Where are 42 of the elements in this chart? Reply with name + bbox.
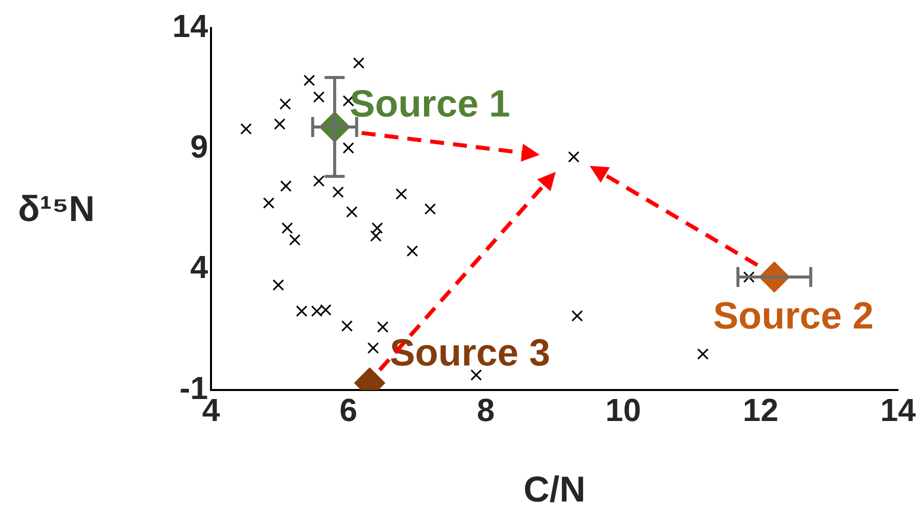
- series-label: Source 1: [350, 83, 510, 126]
- point: [352, 57, 364, 69]
- point: [341, 320, 353, 332]
- x-tick-label: 6: [340, 392, 358, 428]
- x-tick-label: 10: [605, 392, 641, 428]
- x-tick-label: 12: [742, 392, 778, 428]
- y-axis-title: δ¹⁵N: [18, 188, 95, 230]
- point: [282, 222, 294, 234]
- point: [262, 197, 274, 209]
- point: [406, 245, 418, 257]
- point: [272, 279, 284, 291]
- point: [697, 348, 709, 360]
- point: [280, 180, 292, 192]
- series-label: Source 3: [390, 332, 550, 374]
- point: [274, 118, 286, 130]
- point: [342, 142, 354, 154]
- y-tick-label: 4: [190, 249, 208, 286]
- point: [311, 305, 323, 317]
- point: [346, 206, 358, 218]
- point: [571, 310, 583, 322]
- x-axis-title: C/N: [524, 468, 586, 510]
- point: [377, 321, 388, 333]
- point: [367, 342, 379, 354]
- point: [313, 175, 325, 187]
- point: [332, 186, 344, 198]
- point: [568, 151, 580, 163]
- point: [424, 203, 436, 215]
- point: [279, 98, 291, 110]
- point: [320, 304, 332, 316]
- x-tick-label: 14: [880, 392, 916, 428]
- point: [396, 188, 408, 200]
- y-tick-label: 9: [190, 128, 208, 164]
- point: [470, 369, 482, 381]
- point: [289, 234, 301, 246]
- x-tick-label: 8: [476, 392, 495, 428]
- y-tick-label: 14: [172, 8, 208, 44]
- point: [743, 271, 755, 283]
- point: [240, 123, 252, 135]
- point: [303, 74, 315, 86]
- point: [313, 91, 325, 103]
- series-label: Source 2: [713, 296, 874, 338]
- point: [296, 305, 308, 317]
